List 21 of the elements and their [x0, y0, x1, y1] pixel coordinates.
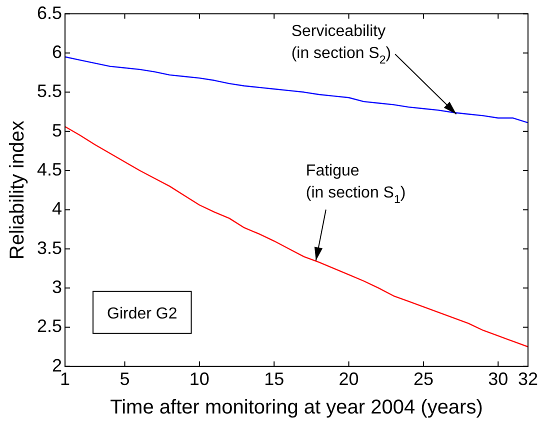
y-tick-label: 4 [52, 198, 62, 219]
y-tick-label: 3 [52, 277, 62, 298]
y-tick-label: 6 [52, 42, 62, 62]
y-tick-label: 2 [52, 355, 62, 376]
x-tick-label: 1 [60, 369, 70, 390]
x-tick-label: 10 [189, 369, 210, 390]
y-axis-title: Reliability index [6, 120, 29, 260]
x-tick-label: 5 [120, 369, 130, 390]
y-tick-label: 2.5 [36, 316, 62, 336]
y-tick-label: 5.5 [36, 81, 62, 102]
x-tick-label: 20 [338, 369, 359, 390]
x-tick-label: 32 [518, 369, 538, 390]
y-tick-label: 6.5 [36, 2, 62, 23]
annotation: Girder G2 [107, 305, 178, 322]
x-tick-label: 25 [413, 369, 434, 390]
y-tick-label: 3.5 [36, 238, 62, 258]
y-tick-label: 5 [52, 120, 62, 140]
x-tick-label: 30 [488, 369, 508, 390]
y-tick-label: 4.5 [36, 159, 62, 180]
x-axis-title: Time after monitoring at year 2004 (years) [110, 396, 483, 419]
x-tick-label: 15 [264, 369, 284, 390]
